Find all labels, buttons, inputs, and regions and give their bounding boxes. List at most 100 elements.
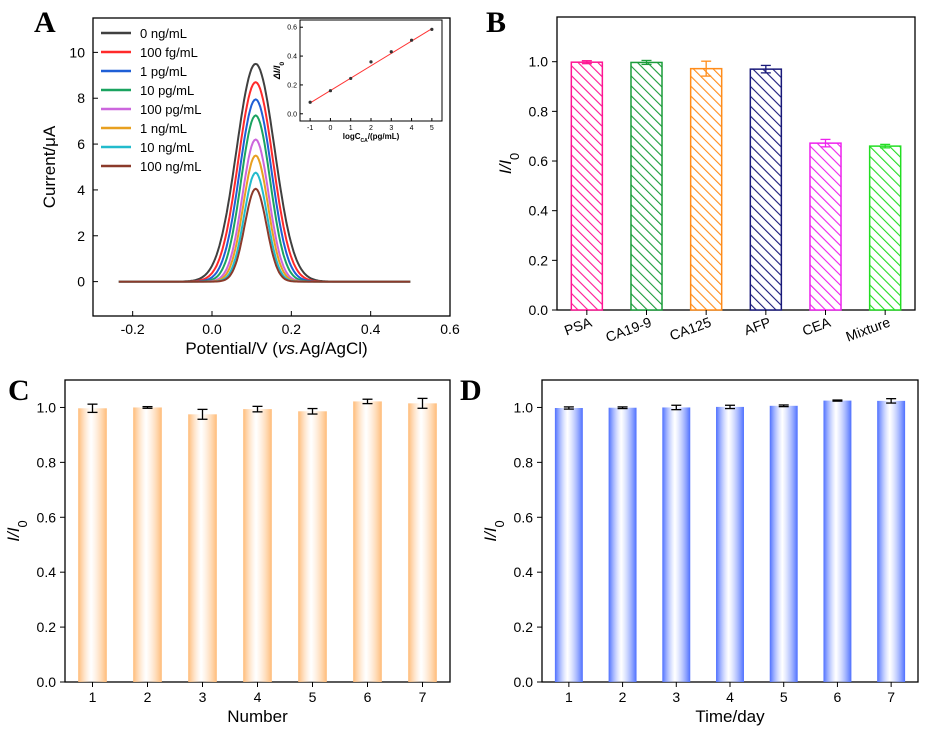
- b-xtick-label: CEA: [800, 314, 833, 339]
- inset-point: [349, 76, 353, 81]
- c-xtick-label: 5: [309, 689, 317, 705]
- legend-label: 100 pg/mL: [140, 102, 201, 117]
- d-bar-2: [608, 407, 637, 682]
- inset-ytick-label: 0.2: [287, 82, 297, 89]
- inset-ytick-label: 0.4: [287, 54, 297, 61]
- d-ylabel: I/I0: [481, 520, 507, 541]
- c-ylabel: I/I0: [4, 520, 30, 541]
- b-ytick-label: 0.6: [529, 153, 549, 169]
- b-bar-CA125: [689, 67, 723, 311]
- inset-point: [389, 50, 393, 54]
- d-bar-1: [554, 408, 583, 682]
- panel-label-d: D: [460, 374, 482, 407]
- inset-xtick-label: 4: [410, 125, 414, 132]
- b-bar-CA19-9: [630, 61, 663, 311]
- legend-label: 100 fg/mL: [140, 45, 198, 60]
- b-ytick-label: 1.0: [529, 54, 549, 70]
- a-xtick-label: -0.2: [121, 321, 145, 337]
- inset-xtick-label: 3: [389, 125, 393, 132]
- d-ytick-label: 1.0: [514, 399, 534, 415]
- c-xtick-label: 1: [89, 689, 97, 705]
- b-xtick-label: Mixture: [844, 314, 893, 345]
- d-ytick-label: 0.6: [514, 509, 534, 525]
- inset-point: [430, 27, 434, 31]
- c-ytick-label: 0.6: [37, 509, 57, 525]
- a-ytick-label: 10: [69, 44, 85, 60]
- d-xlabel: Time/day: [695, 707, 765, 726]
- b-xtick-label: CA19-9: [603, 314, 653, 345]
- inset-point: [409, 38, 414, 42]
- c-xtick-label: 3: [199, 689, 207, 705]
- b-ytick-label: 0.8: [529, 103, 549, 119]
- panel-b-frame: [556, 16, 916, 311]
- c-xtick-label: 2: [144, 689, 152, 705]
- b-bar-Mixture: [868, 145, 902, 311]
- d-xtick-label: 4: [726, 689, 734, 705]
- legend-label: 0 ng/mL: [140, 26, 187, 41]
- inset-ytick-label: 0.0: [287, 111, 297, 118]
- c-xtick-label: 4: [254, 689, 262, 705]
- b-bar-PSA: [570, 61, 604, 311]
- inset-point: [328, 89, 333, 93]
- a-ytick-label: 6: [77, 136, 85, 152]
- c-bar-1: [78, 408, 107, 682]
- c-bar-5: [298, 411, 327, 682]
- inset-point: [308, 100, 312, 104]
- b-bar-AFP: [749, 68, 783, 311]
- inset-ytick-label: 0.6: [287, 25, 297, 32]
- b-ytick-label: 0.0: [529, 302, 549, 318]
- panel-a-frame: [92, 17, 451, 317]
- d-bar-4: [716, 406, 744, 682]
- d-bar-6: [823, 400, 852, 682]
- legend-label: 1 pg/mL: [140, 64, 187, 79]
- b-ytick-label: 0.4: [529, 203, 549, 219]
- c-bar-7: [408, 403, 437, 682]
- panel-label-b: B: [486, 6, 507, 39]
- c-bar-4: [243, 409, 272, 682]
- a-xtick-label: 0.4: [361, 321, 381, 337]
- legend-label: 100 ng/mL: [140, 159, 201, 174]
- curve-100-ng/mL: [118, 187, 411, 283]
- inset-point: [369, 60, 373, 64]
- inset-xtick-label: 2: [369, 125, 373, 132]
- c-ytick-label: 0.0: [37, 674, 57, 690]
- d-ytick-label: 0.4: [514, 564, 534, 580]
- c-ytick-label: 0.8: [37, 454, 57, 470]
- d-bar-7: [877, 400, 906, 682]
- d-xtick-label: 2: [619, 689, 627, 705]
- legend-label: 10 ng/mL: [140, 140, 194, 155]
- c-xtick-label: 6: [364, 689, 372, 705]
- d-bar-3: [662, 407, 691, 682]
- a-ytick-label: 0: [77, 274, 85, 290]
- inset-xtick-label: -1: [307, 125, 313, 132]
- c-ytick-label: 1.0: [37, 399, 57, 415]
- d-xtick-label: 3: [672, 689, 680, 705]
- inset-xtick-label: 5: [430, 125, 434, 132]
- d-xtick-label: 1: [565, 689, 573, 705]
- b-ylabel: I/I0: [496, 153, 522, 174]
- a-xlabel: Potential/V (vs.Ag/AgCl): [185, 339, 367, 358]
- d-xtick-label: 5: [780, 689, 788, 705]
- b-ytick-label: 0.2: [529, 252, 549, 268]
- a-xtick-label: 0.0: [202, 321, 222, 337]
- d-ytick-label: 0.2: [514, 619, 534, 635]
- b-xtick-label: PSA: [562, 314, 594, 339]
- c-ytick-label: 0.2: [37, 619, 57, 635]
- a-ylabel: Current/μA: [40, 125, 59, 208]
- c-ytick-label: 0.4: [37, 564, 57, 580]
- d-ytick-label: 0.0: [514, 674, 534, 690]
- a-xtick-label: 0.2: [282, 321, 302, 337]
- d-xtick-label: 6: [834, 689, 842, 705]
- d-bar-5: [769, 405, 798, 682]
- d-xtick-label: 7: [887, 689, 895, 705]
- d-ytick-label: 0.8: [514, 454, 534, 470]
- b-xtick-label: CA125: [667, 314, 713, 344]
- panel-label-a: A: [34, 6, 56, 39]
- b-bar-CEA: [809, 142, 842, 311]
- panel-a-curves: [118, 62, 411, 283]
- c-bar-2: [133, 407, 162, 682]
- inset-xtick-label: 1: [349, 125, 353, 132]
- legend-label: 1 ng/mL: [140, 121, 187, 136]
- c-bar-6: [353, 401, 382, 682]
